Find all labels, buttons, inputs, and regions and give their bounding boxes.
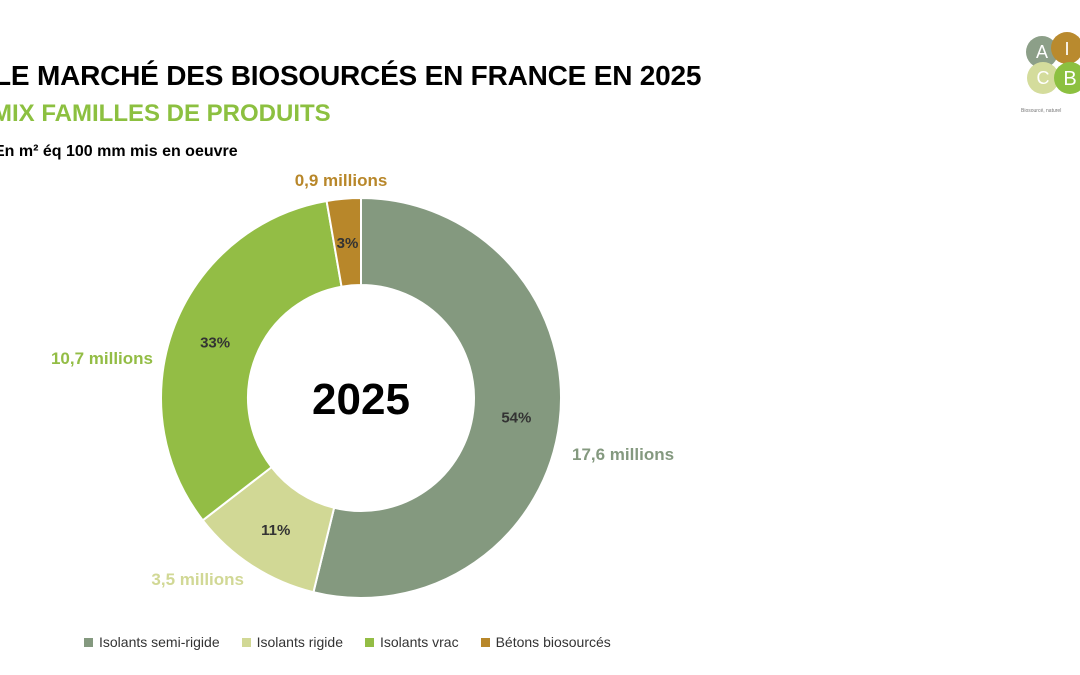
legend-item-betons: Bétons biosourcés xyxy=(480,634,611,650)
logo: A I C B Biosourcé, naturel xyxy=(1015,20,1080,120)
legend-swatch-vrac xyxy=(365,637,374,647)
legend-swatch-semi-rigide xyxy=(84,637,93,647)
logo-circle-b xyxy=(1054,62,1080,94)
logo-circle-i xyxy=(1051,32,1080,64)
logo-letter-i: I xyxy=(1064,39,1069,59)
page-subtitle: MIX FAMILLES DE PRODUITS xyxy=(0,100,331,127)
chart-legend: Isolants semi-rigide Isolants rigide Isola… xyxy=(84,634,611,650)
donut-slices xyxy=(160,196,562,599)
logo-letter-c: C xyxy=(1037,68,1050,88)
unit-caption: En m² éq 100 mm mis en oeuvre xyxy=(0,143,238,160)
logo-circle-c xyxy=(1027,62,1059,94)
logo-letter-a: A xyxy=(1036,42,1048,62)
value-label-vrac: 10,7 millions xyxy=(51,349,153,368)
page-title: LE MARCHÉ DES BIOSOURCÉS EN FRANCE EN 20… xyxy=(0,60,702,91)
donut-labels: 54% 17,6 millions 11% 3,5 millions 33% 10,7 m… xyxy=(51,171,674,589)
percent-label-vrac: 33% xyxy=(200,334,230,351)
legend-label-rigide: Isolants rigide xyxy=(256,634,343,650)
donut-slice-semi-rigide xyxy=(312,196,562,599)
percent-label-rigide: 11% xyxy=(261,522,290,539)
value-label-betons: 0,9 millions xyxy=(295,171,388,190)
donut-slice-vrac xyxy=(160,199,343,522)
legend-item-rigide: Isolants rigide xyxy=(241,634,343,650)
logo-mark: A I C B xyxy=(1026,32,1080,94)
legend-item-semi-rigide: Isolants semi-rigide xyxy=(84,634,220,650)
legend-swatch-rigide xyxy=(241,637,251,647)
percent-label-semi-rigide: 54% xyxy=(501,410,531,427)
donut-slice-betons xyxy=(325,196,362,288)
legend-label-vrac: Isolants vrac xyxy=(380,634,459,650)
legend-item-vrac: Isolants vrac xyxy=(365,634,459,650)
legend-label-betons: Bétons biosourcés xyxy=(495,634,611,650)
center-label: 2025 xyxy=(312,375,410,424)
logo-tagline: Biosourcé, naturel xyxy=(1021,108,1062,114)
logo-circle-a xyxy=(1026,36,1058,68)
value-label-semi-rigide: 17,6 millions xyxy=(572,445,674,464)
value-label-rigide: 3,5 millions xyxy=(151,570,244,589)
logo-letter-b: B xyxy=(1063,68,1076,90)
legend-swatch-betons xyxy=(480,637,490,647)
percent-label-betons: 3% xyxy=(337,235,359,252)
legend-label-semi-rigide: Isolants semi-rigide xyxy=(99,634,220,650)
